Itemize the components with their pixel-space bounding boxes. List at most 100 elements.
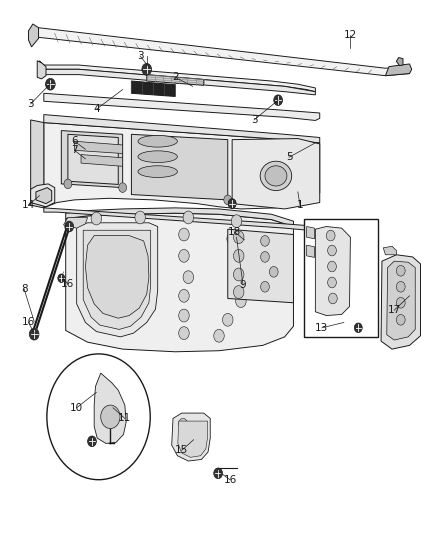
Polygon shape — [178, 421, 208, 457]
Polygon shape — [36, 188, 52, 204]
Text: 16: 16 — [223, 475, 237, 484]
Polygon shape — [44, 123, 320, 209]
Polygon shape — [83, 230, 151, 329]
Circle shape — [236, 255, 246, 268]
Text: 3: 3 — [27, 99, 34, 109]
Circle shape — [233, 268, 244, 281]
Circle shape — [396, 265, 405, 276]
Polygon shape — [387, 261, 415, 340]
Circle shape — [326, 230, 335, 241]
Ellipse shape — [138, 166, 177, 177]
Polygon shape — [307, 227, 314, 239]
Circle shape — [227, 232, 237, 245]
Text: 10: 10 — [70, 403, 83, 413]
Polygon shape — [44, 115, 320, 143]
Circle shape — [214, 329, 224, 342]
Polygon shape — [64, 217, 88, 228]
Circle shape — [58, 274, 65, 282]
Polygon shape — [66, 213, 293, 352]
Polygon shape — [172, 413, 210, 461]
Polygon shape — [61, 131, 123, 188]
Text: 3: 3 — [137, 51, 144, 61]
Circle shape — [65, 221, 74, 232]
Polygon shape — [228, 229, 293, 303]
Circle shape — [236, 275, 246, 288]
Circle shape — [179, 309, 189, 322]
Text: 9: 9 — [240, 280, 247, 290]
Circle shape — [91, 212, 102, 225]
Text: 3: 3 — [251, 115, 258, 125]
Circle shape — [236, 295, 246, 308]
Ellipse shape — [138, 151, 177, 163]
Circle shape — [135, 211, 145, 224]
Polygon shape — [66, 208, 293, 227]
Circle shape — [142, 63, 152, 75]
Circle shape — [328, 277, 336, 288]
Circle shape — [274, 95, 283, 106]
Circle shape — [396, 314, 405, 325]
Polygon shape — [77, 223, 158, 337]
Ellipse shape — [138, 135, 177, 147]
Polygon shape — [131, 81, 175, 96]
Polygon shape — [131, 134, 228, 200]
Circle shape — [228, 199, 236, 208]
Circle shape — [261, 252, 269, 262]
Circle shape — [188, 429, 197, 440]
Text: 1: 1 — [297, 200, 304, 210]
Circle shape — [328, 245, 336, 256]
Circle shape — [328, 293, 337, 304]
Circle shape — [88, 436, 96, 447]
Text: 16: 16 — [22, 318, 35, 327]
Circle shape — [47, 354, 150, 480]
Circle shape — [233, 249, 244, 262]
Circle shape — [261, 281, 269, 292]
Polygon shape — [37, 61, 46, 79]
Circle shape — [328, 261, 336, 272]
Circle shape — [214, 468, 223, 479]
Circle shape — [179, 418, 187, 429]
Circle shape — [64, 179, 72, 189]
Circle shape — [183, 211, 194, 224]
Text: 16: 16 — [61, 279, 74, 289]
Circle shape — [179, 289, 189, 302]
Text: 17: 17 — [388, 305, 401, 315]
Polygon shape — [39, 61, 315, 92]
Polygon shape — [383, 246, 396, 255]
Circle shape — [29, 328, 39, 340]
Circle shape — [197, 434, 206, 445]
Circle shape — [188, 443, 197, 454]
Text: 18: 18 — [228, 227, 241, 237]
Circle shape — [101, 405, 120, 429]
Circle shape — [223, 313, 233, 326]
Text: 14: 14 — [22, 200, 35, 210]
Polygon shape — [39, 69, 315, 95]
Polygon shape — [85, 236, 149, 318]
Circle shape — [396, 297, 405, 308]
Circle shape — [179, 249, 189, 262]
Text: 6: 6 — [71, 136, 78, 146]
Circle shape — [396, 281, 405, 292]
Polygon shape — [396, 58, 403, 66]
Text: 11: 11 — [118, 414, 131, 423]
Circle shape — [224, 195, 232, 205]
Polygon shape — [315, 227, 350, 316]
Text: 4: 4 — [93, 104, 100, 114]
Circle shape — [228, 199, 236, 208]
Ellipse shape — [265, 166, 287, 186]
Polygon shape — [147, 75, 204, 85]
Circle shape — [354, 323, 362, 333]
Polygon shape — [232, 139, 320, 209]
Polygon shape — [31, 120, 44, 208]
Circle shape — [179, 327, 189, 340]
Text: 12: 12 — [344, 30, 357, 39]
Text: 7: 7 — [71, 146, 78, 155]
Circle shape — [233, 286, 244, 298]
Polygon shape — [81, 155, 123, 166]
Circle shape — [269, 266, 278, 277]
Text: 8: 8 — [21, 284, 28, 294]
Circle shape — [119, 183, 127, 192]
Text: 2: 2 — [172, 72, 179, 82]
Polygon shape — [74, 141, 123, 154]
Text: 15: 15 — [175, 446, 188, 455]
Text: 5: 5 — [286, 152, 293, 162]
